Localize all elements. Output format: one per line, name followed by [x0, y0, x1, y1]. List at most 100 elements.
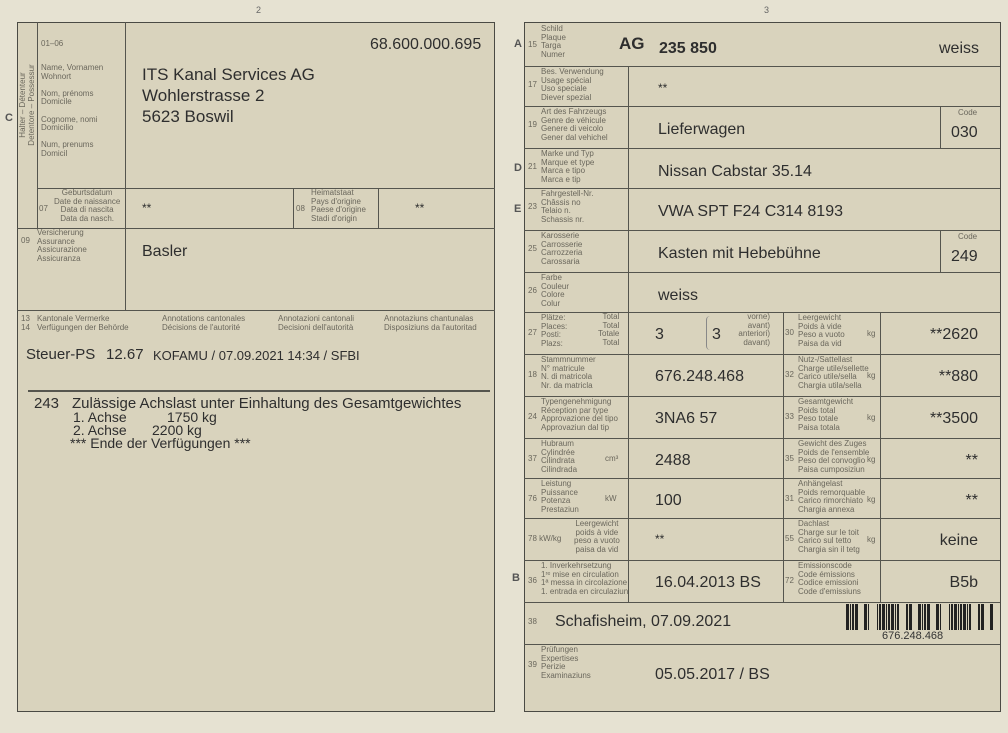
decision-code: 243 — [34, 395, 60, 412]
field-number: 31 — [785, 494, 794, 503]
barcode — [846, 604, 993, 630]
vehicle-type-label: Art des Fahrzeugs Genre de véhicule Gene… — [541, 107, 608, 142]
places-value: 3 — [655, 326, 664, 343]
field-number: 30 — [785, 328, 794, 337]
field-number: 38 — [528, 617, 537, 626]
barcode-bar — [897, 604, 899, 630]
field-number: 23 — [528, 202, 537, 211]
make-model-value: Nissan Cabstar 35.14 — [658, 163, 812, 180]
field-number: 07 — [39, 204, 48, 213]
payload-value: **880 — [938, 368, 978, 385]
divider — [17, 310, 495, 311]
train-weight-unit: kg — [867, 455, 876, 464]
places-front-value: 3 — [712, 326, 721, 343]
barcode-bar — [924, 604, 926, 630]
holder-address: ITS Kanal Services AG Wohlerstrasse 2 56… — [142, 65, 315, 126]
annotation-header-rm: Annotaziuns chantunalas Disposiziuns da … — [384, 314, 477, 332]
displacement-unit: cm³ — [605, 454, 619, 463]
vehicle-type-value: Lieferwagen — [658, 121, 746, 138]
first-registration-value: 16.04.2013 BS — [655, 574, 761, 591]
power-label: Leistung Puissance Potenza Prestaziun — [541, 479, 579, 514]
field-number: 08 — [296, 204, 305, 213]
divider — [37, 22, 38, 228]
section-letter-b: B — [512, 572, 520, 584]
divider — [783, 312, 784, 602]
trailer-load-value: ** — [965, 492, 978, 509]
barcode-bar — [877, 604, 878, 630]
field-number: 37 — [528, 454, 537, 463]
color-label: Farbe Couleur Colore Colur — [541, 273, 570, 308]
bracket — [706, 316, 711, 350]
displacement-label: Hubraum Cylindrée Cilindrata Cilindrada — [541, 439, 578, 474]
divider — [524, 478, 1000, 479]
barcode-bar — [990, 604, 993, 630]
type-approval-value: 3NA6 57 — [655, 410, 718, 427]
divider — [378, 188, 379, 228]
code-label: Code — [958, 108, 978, 117]
total-weight-value: **3500 — [929, 410, 978, 427]
annotation-header-fr: Annotations cantonales Décisions de l'au… — [162, 314, 246, 332]
axle1-label: 1. Achse — [73, 409, 127, 425]
emission-code-label: Emissionscode Code émissions Codice emis… — [798, 561, 861, 596]
field-number: 26 — [528, 286, 537, 295]
inspection-value: 05.05.2017 / BS — [655, 666, 770, 683]
barcode-bar — [978, 604, 980, 630]
divider — [524, 602, 1000, 603]
barcode-bar — [960, 604, 962, 630]
field-number: 17 — [528, 80, 537, 89]
chassis-number-label: Fahrgestell-Nr. Châssis no Telaio n. Sch… — [541, 189, 594, 224]
field-number: 55 — [785, 534, 794, 543]
annotation-number-13: 13 — [21, 314, 30, 323]
barcode-bar — [888, 604, 890, 630]
barcode-bar — [963, 604, 966, 630]
section-letter-a: A — [514, 38, 522, 50]
page-number-left: 2 — [256, 5, 262, 15]
serial-number-label: Stammnummer N° matricule N. di matricola… — [541, 355, 596, 390]
places-total-label: Total Total Totale Total — [598, 312, 620, 347]
holder-vertical-label: Halter – Détenteur Detentore – Possessur — [18, 64, 36, 146]
field-number: 72 — [785, 576, 794, 585]
tax-label: Steuer-PS — [26, 346, 96, 363]
barcode-bar — [909, 604, 912, 630]
barcode-bar — [864, 604, 867, 630]
tax-note: KOFAMU / 07.09.2021 14:34 / SFBI — [153, 348, 360, 363]
roof-load-value: keine — [939, 532, 978, 549]
plate-color: weiss — [939, 40, 980, 57]
barcode-bar — [852, 604, 854, 630]
divider — [524, 396, 1000, 397]
type-approval-label: Typengenehmigung Réception par type Appr… — [541, 397, 618, 432]
plate-number: 235 850 — [659, 40, 717, 57]
barcode-bar — [981, 604, 984, 630]
barcode-bar — [949, 604, 950, 630]
birthdate-value: ** — [142, 201, 152, 215]
holder-id-number: 68.600.000.695 — [370, 36, 482, 53]
field-number: 33 — [785, 412, 794, 421]
tax-value: 12.67 — [106, 346, 144, 363]
divider — [940, 106, 941, 148]
field-number: 21 — [528, 162, 537, 171]
chassis-number-value: VWA SPT F24 C314 8193 — [658, 203, 843, 220]
inspection-label: Prüfungen Expertises Perizie Examinaziun… — [541, 645, 591, 680]
empty-weight-unit: kg — [867, 329, 876, 338]
origin-label: Heimatstaat Pays d'origine Paese d'origi… — [311, 188, 366, 223]
field-number: 78 kW/kg — [528, 534, 562, 543]
barcode-bar — [891, 604, 894, 630]
power-weight-label: Leergewicht poids à vide peso a vuoto pa… — [574, 519, 620, 554]
barcode-bar — [846, 604, 849, 630]
divider — [524, 272, 1000, 273]
special-use-label: Bes. Verwendung Usage spécial Uso specia… — [541, 67, 604, 102]
field-number: 76 — [528, 494, 537, 503]
body-type-label: Karosserie Carrosserie Carrozzeria Caros… — [541, 231, 583, 266]
empty-weight-label: Leergewicht Poids à vide Peso a vuoto Pa… — [798, 313, 845, 348]
payload-unit: kg — [867, 371, 876, 380]
field-number: 15 — [528, 40, 537, 49]
barcode-bar — [855, 604, 858, 630]
barcode-bar — [954, 604, 957, 630]
power-weight-value: ** — [655, 532, 665, 546]
barcode-bar — [868, 604, 869, 630]
field-number: 24 — [528, 412, 537, 421]
divider — [524, 188, 1000, 189]
divider — [628, 66, 629, 602]
divider — [28, 390, 490, 392]
barcode-bar — [906, 604, 908, 630]
